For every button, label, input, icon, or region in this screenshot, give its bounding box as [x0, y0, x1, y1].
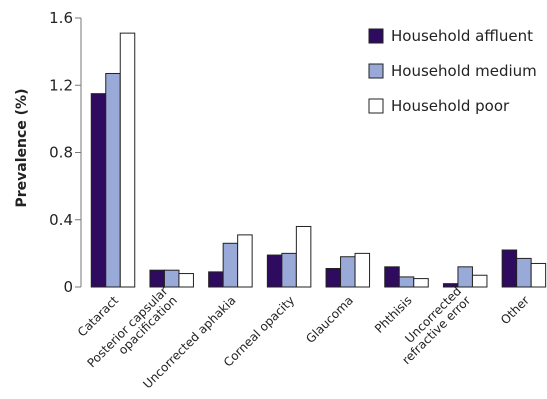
- bar-affluent: [501, 249, 518, 288]
- bar-medium: [105, 72, 121, 288]
- bar-poor: [530, 262, 547, 288]
- legend-swatch: [368, 98, 384, 114]
- legend-swatch: [368, 63, 384, 79]
- bar-affluent: [266, 254, 283, 288]
- bar-poor: [354, 252, 371, 288]
- bar-affluent: [149, 269, 165, 288]
- y-axis-label: Prevalence (%): [14, 89, 30, 208]
- x-category-label: Glaucoma: [303, 293, 356, 346]
- bar-medium: [222, 242, 239, 288]
- bar-medium: [340, 256, 356, 288]
- y-tick-label: 1.2: [49, 76, 73, 94]
- bar-medium: [281, 252, 297, 288]
- bar-medium: [516, 257, 532, 288]
- bar-affluent: [208, 271, 224, 288]
- bar-medium: [163, 269, 180, 288]
- y-tick-label: 0.4: [49, 211, 73, 229]
- bar-affluent: [325, 268, 342, 288]
- bar-poor: [413, 278, 429, 288]
- bar-poor: [237, 234, 253, 288]
- bar-affluent: [90, 93, 107, 288]
- legend-swatch: [368, 28, 384, 44]
- y-tick-label: 0.8: [49, 144, 73, 162]
- legend-label: Household poor: [391, 97, 510, 115]
- bar-affluent: [384, 266, 400, 288]
- bar-poor: [471, 274, 488, 288]
- legend-label: Household medium: [391, 62, 537, 80]
- y-tick-label: 0: [63, 278, 73, 296]
- legend: Household affluent Household medium Househ…: [368, 27, 537, 115]
- legend-label: Household affluent: [391, 27, 533, 45]
- bar-medium: [457, 266, 473, 288]
- bar-poor: [295, 225, 312, 288]
- bar-medium: [398, 276, 415, 288]
- x-category-label: Other: [498, 293, 532, 327]
- y-tick-label: 1.6: [49, 9, 73, 27]
- bar-poor: [178, 273, 194, 288]
- bar-poor: [119, 32, 136, 288]
